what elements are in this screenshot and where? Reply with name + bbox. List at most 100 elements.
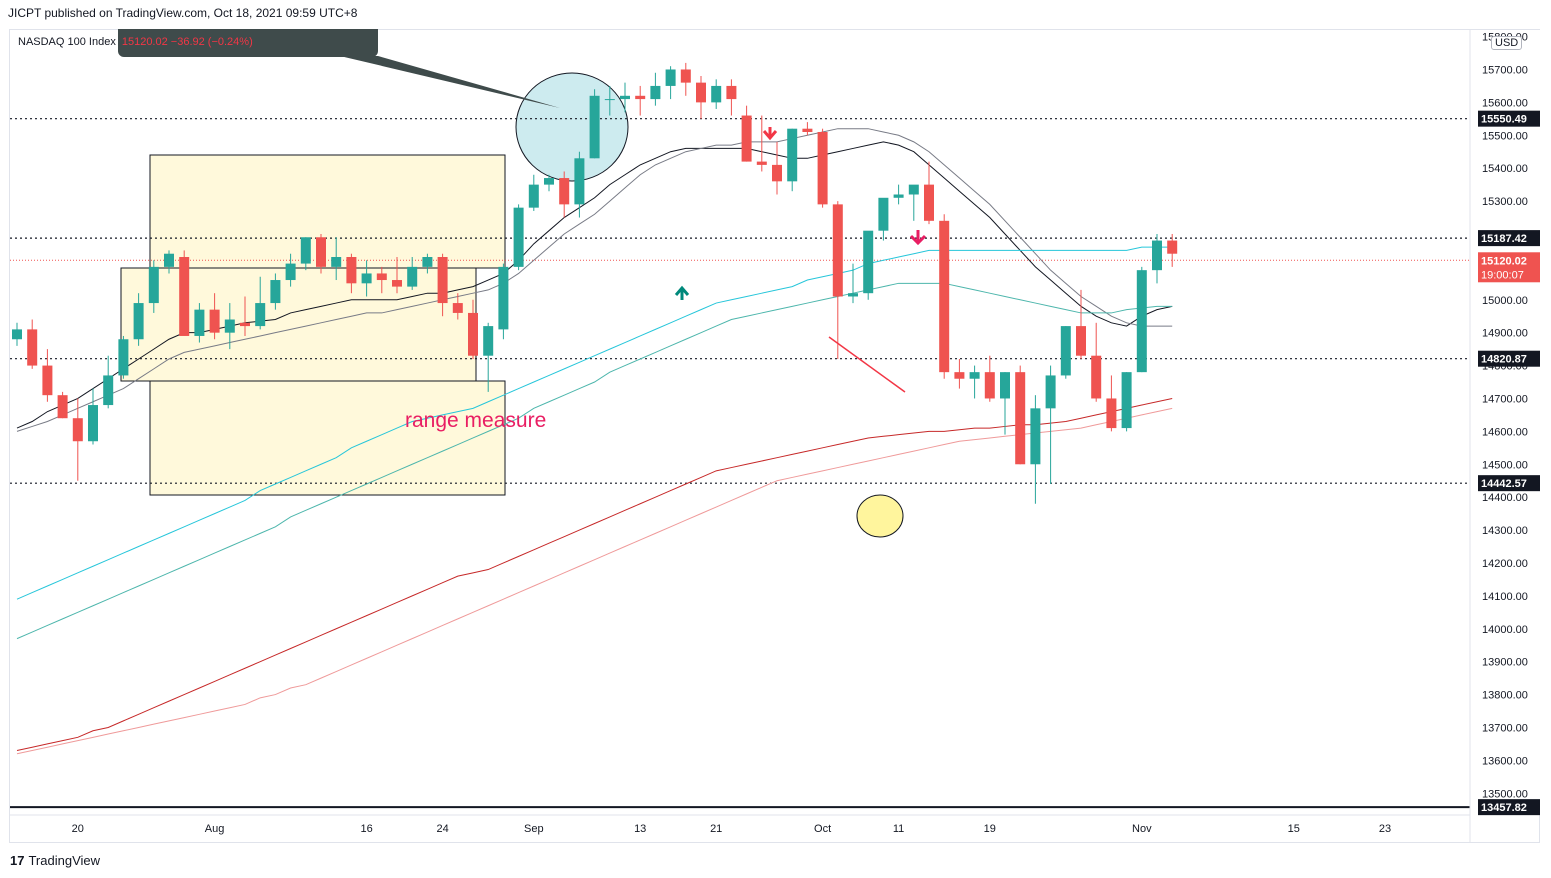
range-box-middle — [120, 267, 477, 382]
candle-body — [1167, 240, 1178, 254]
candle-body — [711, 85, 722, 103]
candle-body — [1015, 372, 1026, 465]
x-tick-label: Oct — [814, 823, 831, 835]
candle-body — [863, 230, 874, 294]
candle-body — [437, 257, 448, 304]
moving-average-line — [16, 407, 1173, 755]
candle-body — [452, 303, 463, 313]
candle-body — [255, 303, 266, 327]
last-price-tag — [1478, 252, 1540, 283]
top-circle — [515, 72, 629, 182]
candle-body — [103, 375, 114, 406]
symbol-name: NASDAQ 100 Index — [18, 36, 116, 48]
candle-body — [984, 372, 995, 399]
y-tick-label: 14600.00 — [1482, 426, 1528, 438]
y-tick-label: 14000.00 — [1482, 624, 1528, 636]
price-level-tag-label: 13457.82 — [1481, 802, 1527, 814]
candle-body — [270, 280, 281, 304]
y-tick-label: 14100.00 — [1482, 591, 1528, 603]
x-tick-label: 21 — [710, 823, 722, 835]
candle-body — [589, 95, 600, 159]
candle-body — [179, 257, 190, 336]
candle-body — [908, 184, 919, 195]
x-tick-label: 11 — [893, 823, 904, 835]
candle-body — [832, 204, 843, 297]
symbol-legend: NASDAQ 100 Index 15120.02 −36.92 (−0.24%) — [18, 36, 253, 48]
moving-average-line — [16, 397, 1173, 751]
x-tick-label: Sep — [524, 823, 544, 835]
brand-label: TradingView — [28, 853, 101, 868]
callout-bubble — [118, 29, 378, 57]
candle-body — [620, 95, 630, 100]
price-axis — [1470, 30, 1540, 813]
candle-body — [422, 257, 433, 267]
range-box-lower — [149, 380, 506, 496]
candle-body — [787, 128, 798, 182]
candle-body — [1076, 326, 1086, 356]
currency-button[interactable]: USD — [1491, 36, 1523, 50]
candle-body — [772, 164, 782, 182]
x-tick-label: 23 — [1379, 823, 1391, 835]
candle-body — [194, 309, 205, 336]
x-tick-label: 15 — [1288, 823, 1300, 835]
tradingview-logo-icon: 17 — [10, 853, 25, 868]
y-tick-label: 15300.00 — [1482, 196, 1528, 208]
down-arrow-icon — [909, 230, 927, 246]
y-tick-label: 14300.00 — [1482, 525, 1528, 537]
y-tick-label: 14900.00 — [1482, 328, 1528, 340]
y-tick-label: 13900.00 — [1482, 657, 1528, 669]
candle-body — [726, 85, 737, 100]
footer-brand[interactable]: 17 TradingView — [10, 853, 100, 868]
candle-body — [468, 312, 478, 356]
candle-body — [969, 372, 980, 379]
moving-average-line — [16, 246, 1173, 600]
candle-body — [1136, 270, 1147, 373]
candle-body — [1106, 398, 1117, 429]
x-tick-label: 16 — [360, 823, 372, 835]
price-level-tag-label: 14442.57 — [1481, 478, 1527, 490]
candle-body — [954, 372, 965, 379]
moving-average-line — [16, 141, 1173, 429]
candle-body — [848, 293, 858, 297]
countdown-label: 19:00:07 — [1481, 269, 1524, 281]
price-level-tag — [1478, 475, 1540, 492]
x-tick-label: Nov — [1132, 823, 1152, 835]
candle-body — [665, 69, 676, 86]
candle-body — [300, 237, 311, 264]
candle-body — [635, 95, 646, 100]
candle-body — [88, 405, 98, 442]
candle-body — [285, 263, 296, 281]
y-tick-label: 15000.00 — [1482, 295, 1528, 307]
candle-body — [604, 99, 615, 101]
y-tick-label: 14700.00 — [1482, 393, 1528, 405]
candle-body — [483, 326, 494, 356]
candle-body — [209, 309, 220, 333]
candle-body — [1000, 372, 1010, 399]
candle-body — [72, 418, 83, 442]
candle-body — [680, 69, 691, 83]
candle-body — [1152, 240, 1162, 271]
bottom-circle — [856, 494, 904, 538]
candle-body — [696, 82, 706, 103]
candle-body — [878, 197, 889, 231]
publisher-line: JICPT published on TradingView.com, Oct … — [8, 6, 358, 20]
y-tick-label: 13500.00 — [1482, 788, 1528, 800]
moving-average-line — [16, 282, 1173, 640]
candle-body — [498, 266, 509, 330]
callout-pointer — [340, 56, 560, 108]
candle-body — [939, 220, 950, 373]
x-tick-label: 24 — [436, 823, 448, 835]
candle-body — [27, 329, 38, 366]
candle-body — [528, 184, 539, 208]
candle-body — [1091, 355, 1102, 399]
candle-body — [574, 158, 585, 205]
moving-average-line — [16, 128, 1173, 432]
price-level-tag — [1478, 110, 1540, 127]
candle-body — [376, 273, 387, 281]
candle-body — [346, 257, 357, 284]
y-tick-label: 15500.00 — [1482, 130, 1528, 142]
candle-body — [924, 184, 934, 221]
candle-body — [240, 322, 250, 327]
candle-body — [148, 266, 159, 304]
